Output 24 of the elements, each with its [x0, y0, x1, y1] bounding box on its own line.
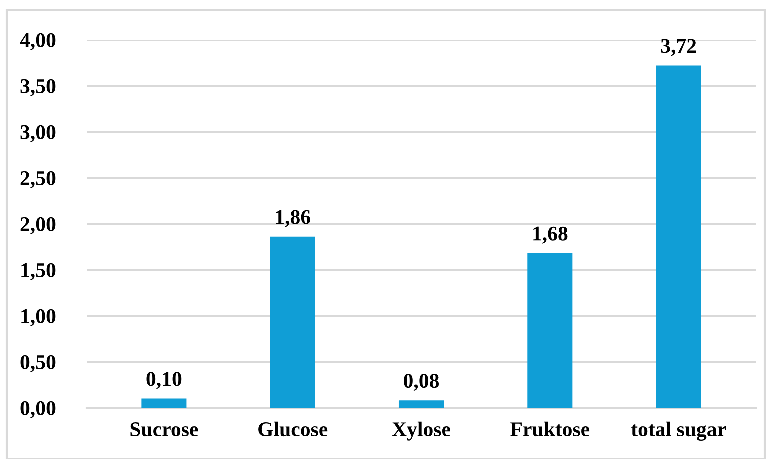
data-label: 1,86: [276, 210, 310, 228]
y-tick-label: 4,00: [20, 33, 56, 50]
x-tick-label: Glucose: [258, 422, 328, 437]
x-tick-label: Xylose: [392, 422, 450, 441]
x-tick-label: Fruktose: [510, 422, 590, 437]
data-label: 3,72: [661, 39, 696, 56]
bar: [656, 66, 702, 408]
bar: [398, 400, 444, 408]
y-tick-label: 1,00: [22, 309, 56, 326]
y-tick-label: 3,50: [20, 79, 56, 96]
bar: [142, 398, 187, 408]
y-tick-label: 2,50: [20, 171, 56, 188]
y-tick-label: 0,50: [20, 355, 56, 372]
y-tick-label: 0,00: [20, 401, 56, 418]
y-tick-label: 1,50: [22, 263, 56, 280]
y-tick-label: 2,00: [20, 217, 56, 234]
data-label: 0,08: [404, 374, 440, 392]
bar: [528, 253, 573, 408]
bar: [270, 236, 316, 408]
y-tick-label: 3,00: [20, 125, 56, 142]
x-tick-label: Sucrose: [130, 422, 198, 437]
data-label: 1,68: [534, 226, 568, 244]
data-label: 0,10: [146, 372, 182, 390]
x-tick-label: total sugar: [631, 422, 726, 441]
